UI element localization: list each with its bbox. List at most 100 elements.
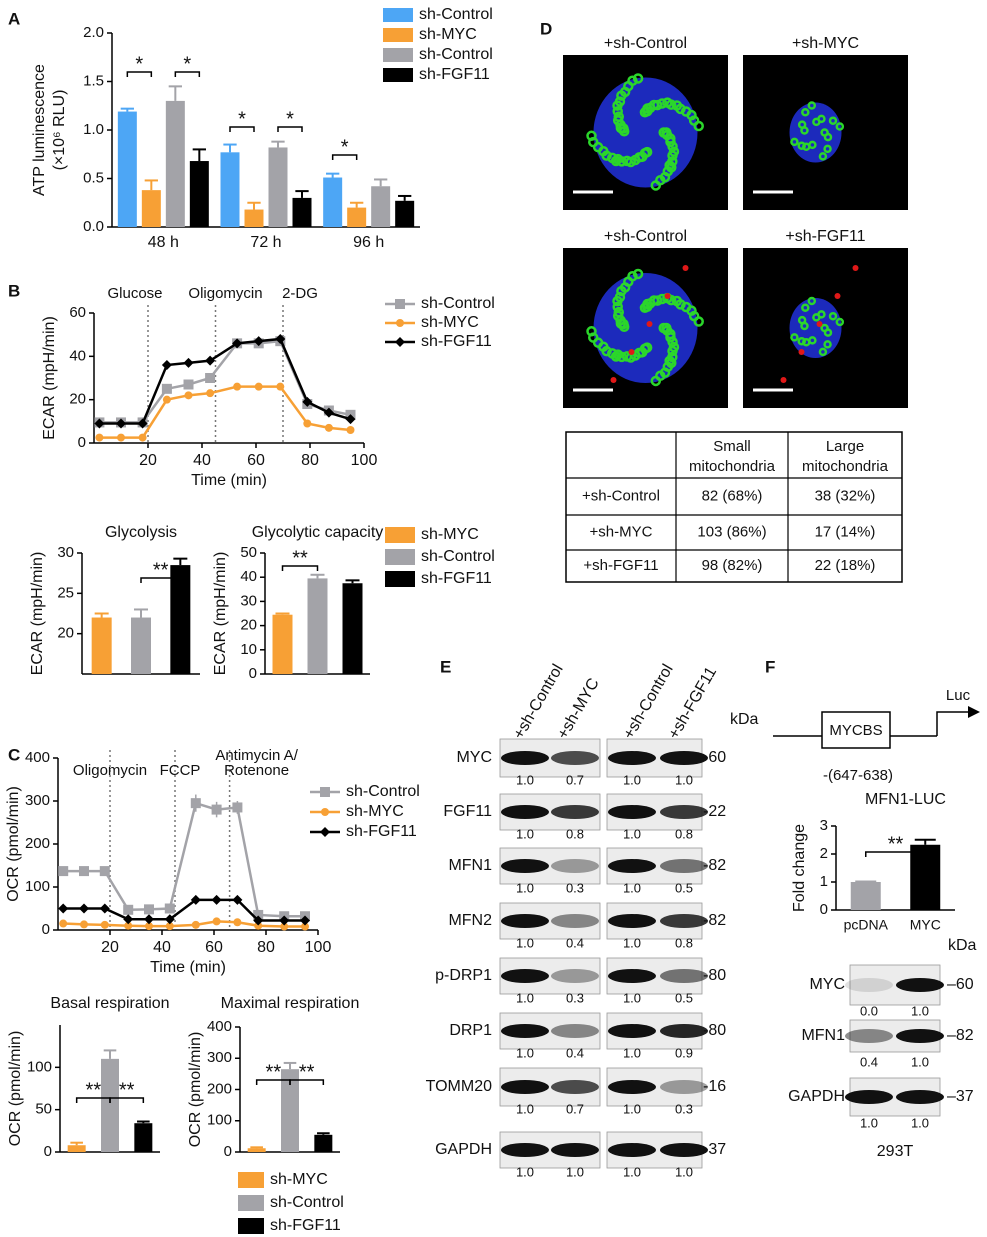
- protein-label: p-DRP1: [435, 967, 492, 984]
- chart-title: MFN1-LUC: [865, 791, 946, 808]
- mitochondrion: [671, 100, 683, 111]
- kda-label: -80: [703, 967, 726, 984]
- marker: [280, 922, 289, 931]
- band-quantification: 1.0: [516, 772, 534, 787]
- marker: [165, 922, 174, 931]
- band-quantification: 1.0: [516, 1164, 534, 1179]
- bar: [247, 1148, 266, 1152]
- band-quantification: 1.0: [516, 935, 534, 950]
- micrograph-label: +sh-FGF11: [785, 228, 865, 245]
- kda-label: -16: [703, 1078, 726, 1095]
- band-quantification: 0.7: [566, 772, 584, 787]
- x-tick-label: 100: [305, 939, 332, 956]
- panel-label: B: [8, 281, 20, 300]
- marker: [191, 920, 200, 929]
- y-tick-label: 0.0: [83, 218, 104, 235]
- y-axis-label: ECAR (mpH/min): [29, 552, 46, 676]
- mitochondrion: [807, 296, 817, 306]
- kda-label: -82: [703, 912, 726, 929]
- table-cell: 103 (86%): [697, 523, 766, 540]
- band-quantification: 1.0: [516, 826, 534, 841]
- bar: [244, 209, 264, 227]
- band-quantification: 1.0: [860, 1115, 878, 1130]
- x-tick-label: 96 h: [353, 234, 384, 251]
- bar: [134, 1123, 153, 1152]
- marker: [117, 433, 125, 442]
- series-line: [63, 898, 305, 922]
- marker: [253, 915, 264, 926]
- marker: [94, 418, 105, 429]
- blot-band: [660, 1080, 708, 1094]
- site-label: MYCBS: [829, 722, 882, 739]
- y-tick-label: 25: [57, 584, 74, 601]
- band-quantification: 0.8: [566, 826, 584, 841]
- legend-label: sh-FGF11: [270, 1217, 341, 1234]
- lane-label: +sh-MYC: [554, 675, 602, 742]
- bar: [307, 578, 328, 674]
- mitochondrion: [671, 295, 683, 307]
- band-quantification: 1.0: [623, 935, 641, 950]
- mitochondrion: [807, 101, 817, 110]
- x-axis-label: Time (min): [191, 472, 267, 489]
- mitochondrion: [823, 144, 832, 154]
- significance-label: **: [86, 1079, 102, 1101]
- table-header: Large: [826, 438, 864, 455]
- mitochondrion: [601, 345, 612, 357]
- x-tick-label: 20: [139, 452, 157, 469]
- protein-label: MYC: [456, 749, 492, 766]
- marker: [301, 922, 309, 931]
- bar: [165, 100, 185, 227]
- arrow-head: [968, 706, 980, 718]
- bar: [141, 190, 161, 227]
- blot-band: [501, 1080, 549, 1094]
- x-tick-label: 60: [247, 452, 265, 469]
- y-tick-label: 300: [25, 792, 50, 809]
- kda-label: -22: [703, 803, 726, 820]
- band-quantification: 1.0: [675, 1164, 693, 1179]
- mitochondrion: [797, 120, 807, 129]
- mitochondrion: [610, 351, 622, 362]
- kda-label: –60: [947, 976, 974, 993]
- blot-band: [608, 1143, 656, 1157]
- marker-red: [798, 349, 805, 355]
- x-tick-label: 80: [257, 939, 275, 956]
- table-header: mitochondria: [802, 458, 889, 475]
- blot-band: [660, 914, 708, 928]
- legend-label: sh-MYC: [270, 1171, 328, 1188]
- y-tick-label: 60: [69, 304, 86, 321]
- marker-red: [682, 265, 689, 271]
- band-quantification: 1.0: [911, 1054, 929, 1069]
- significance-label: **: [153, 559, 169, 581]
- y-tick-label: 40: [240, 568, 257, 585]
- series-line: [63, 801, 305, 918]
- marker: [183, 379, 194, 390]
- band-quantification: 0.5: [675, 880, 693, 895]
- band-quantification: 1.0: [911, 1003, 929, 1018]
- marker: [211, 894, 222, 905]
- bar: [131, 617, 151, 674]
- marker: [161, 383, 172, 394]
- mitochondrion: [625, 156, 636, 168]
- marker: [164, 914, 175, 925]
- band-quantification: 1.0: [516, 1045, 534, 1060]
- mitochondrion: [610, 155, 622, 167]
- y-tick-label: 20: [240, 617, 257, 634]
- table-header: Small: [713, 438, 751, 455]
- band-quantification: 0.9: [675, 1045, 693, 1060]
- protein-label: TOMM20: [426, 1078, 492, 1095]
- table-cell: +sh-Control: [582, 487, 660, 504]
- y-tick-label: 10: [240, 641, 257, 658]
- significance-label: **: [888, 833, 904, 855]
- y-axis-label: OCR (pmol/min): [5, 786, 22, 902]
- table-cell: +sh-FGF11: [583, 557, 658, 574]
- marker-red: [852, 265, 859, 271]
- marker: [232, 338, 243, 349]
- x-tick-label: pcDNA: [844, 917, 889, 933]
- band-quantification: 1.0: [516, 880, 534, 895]
- y-tick-label: 1: [820, 873, 828, 890]
- blot-band: [551, 1024, 599, 1038]
- blot-band: [660, 859, 708, 873]
- y-tick-label: 200: [25, 835, 50, 852]
- marker: [206, 389, 215, 398]
- bar: [395, 200, 415, 227]
